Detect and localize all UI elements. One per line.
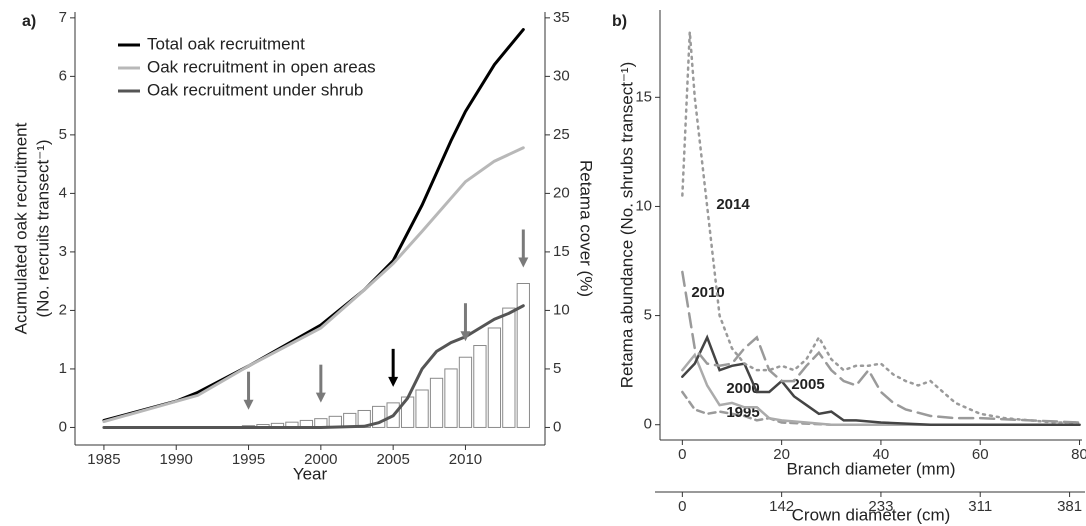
y2-tick-label: 10	[553, 301, 570, 318]
bar	[502, 307, 516, 428]
legend-label: Oak recruitment in open areas	[147, 57, 376, 76]
x-tick-label: 20	[773, 446, 790, 463]
legend-label: Oak recruitment under shrub	[147, 80, 363, 99]
y-axis-label: Acumulated oak recruitment	[11, 122, 30, 334]
data-line	[102, 304, 525, 429]
y-tick-label: 4	[59, 184, 67, 201]
y-tick-label: 2	[59, 301, 67, 318]
bar	[516, 283, 530, 428]
y-tick-label: 5	[59, 126, 67, 143]
series-label: 2005	[791, 376, 824, 393]
y-axis-label: Retama abundance (No. shrubs transect⁻¹)	[617, 62, 636, 388]
x-axis-label: Branch diameter (mm)	[786, 459, 955, 478]
bar	[473, 345, 487, 428]
arrow-head	[243, 399, 254, 410]
y-tick-label: 5	[644, 307, 652, 324]
x-tick-label: 80	[1071, 446, 1086, 463]
arrow-head	[388, 376, 399, 387]
x2-axis-label: Crown diameter (cm)	[792, 505, 951, 524]
panel-label: a)	[22, 13, 36, 30]
x-tick-label: 40	[873, 446, 890, 463]
bar	[444, 368, 458, 428]
y-tick-label: 6	[59, 67, 67, 84]
y2-tick-label: 15	[553, 243, 570, 260]
x-tick-label: 60	[972, 446, 989, 463]
bar	[415, 389, 429, 428]
data-line	[681, 31, 1081, 424]
data-line	[681, 390, 1081, 426]
y-tick-label: 1	[59, 360, 67, 377]
x2-tick-label: 311	[968, 498, 992, 515]
y2-tick-label: 20	[553, 184, 570, 201]
series-label: 2014	[716, 196, 750, 213]
bar	[458, 356, 473, 428]
arrow-head	[518, 257, 529, 268]
panel-label: b)	[612, 13, 627, 30]
data-line	[681, 352, 1081, 426]
y-tick-label: 3	[59, 243, 67, 260]
y2-tick-label: 35	[553, 9, 570, 26]
data-line	[681, 334, 1081, 426]
x-tick-label: 1990	[160, 451, 193, 468]
x-tick-label: 0	[678, 446, 686, 463]
y-tick-label: 0	[59, 418, 67, 435]
arrow-head	[315, 392, 326, 403]
x-axis-label: Year	[293, 464, 328, 483]
data-line	[102, 146, 525, 424]
bar	[487, 327, 502, 428]
y-tick-label: 0	[644, 416, 652, 433]
legend-label: Total oak recruitment	[147, 34, 305, 53]
y2-tick-label: 25	[553, 126, 570, 143]
series-label: 2010	[691, 284, 724, 301]
y2-tick-label: 30	[553, 67, 570, 84]
series-label: 2000	[726, 380, 759, 397]
x-tick-label: 1995	[232, 451, 265, 468]
y-tick-label: 7	[59, 9, 67, 26]
y2-tick-label: 0	[553, 418, 561, 435]
x-tick-label: 2010	[449, 451, 482, 468]
x2-tick-label: 142	[769, 498, 794, 515]
y-axis-label: (No. recruits transect⁻¹)	[33, 139, 52, 317]
arrow-head	[460, 331, 471, 342]
x-tick-label: 2000	[304, 451, 337, 468]
x2-tick-label: 381	[1057, 498, 1082, 515]
x-tick-label: 1985	[87, 451, 120, 468]
y2-axis-label: Retama cover (%)	[577, 160, 596, 297]
y-tick-label: 10	[635, 197, 652, 214]
x-tick-label: 2005	[376, 451, 409, 468]
y2-tick-label: 5	[553, 360, 561, 377]
x2-tick-label: 233	[868, 498, 893, 515]
x2-tick-label: 0	[678, 498, 686, 515]
data-line	[681, 270, 1081, 424]
bar	[429, 377, 444, 428]
y-tick-label: 15	[635, 88, 652, 105]
